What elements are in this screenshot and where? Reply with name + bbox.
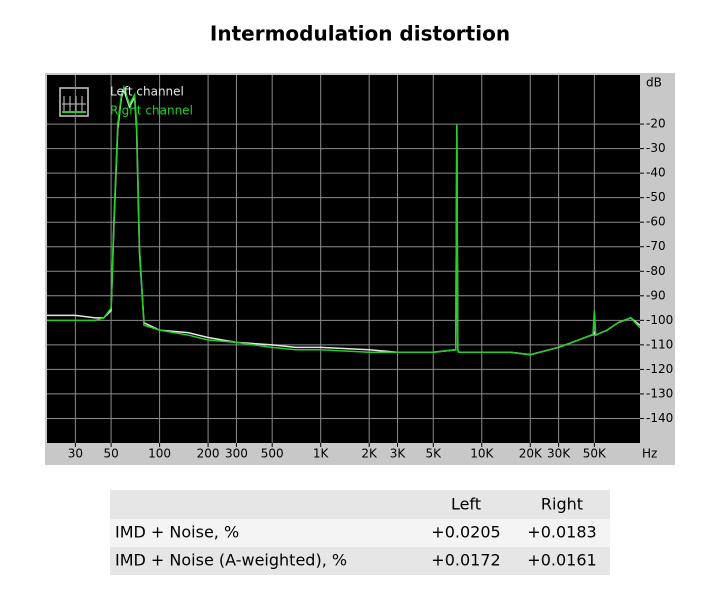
table-cell: +0.0161 <box>527 551 596 570</box>
y-tick-label: -40 <box>646 166 666 180</box>
table-cell: +0.0205 <box>431 523 500 542</box>
x-tick-label: 1K <box>313 447 330 461</box>
x-tick-label: 5K <box>426 447 443 461</box>
table-header: Left <box>451 495 481 514</box>
x-tick-label: 50 <box>103 447 118 461</box>
x-tick-label: 2K <box>361 447 378 461</box>
chart-title: Intermodulation distortion <box>210 22 510 46</box>
y-tick-label: -70 <box>646 239 666 253</box>
table-cell: +0.0172 <box>431 551 500 570</box>
table-row-bg <box>110 519 610 547</box>
x-tick-label: 300 <box>225 447 248 461</box>
table-header: Right <box>541 495 583 514</box>
x-tick-label: 20K <box>519 447 543 461</box>
table-row-bg <box>110 547 610 575</box>
y-tick-label: -130 <box>646 386 673 400</box>
y-axis-unit: dB <box>646 76 662 90</box>
row-label: IMD + Noise, % <box>115 523 239 542</box>
legend-label: Left channel <box>110 85 184 99</box>
y-tick-label: -110 <box>646 337 673 351</box>
y-tick-label: -100 <box>646 313 673 327</box>
x-tick-label: 200 <box>197 447 220 461</box>
y-tick-label: -50 <box>646 190 666 204</box>
legend-icon <box>59 87 89 117</box>
series-lines <box>47 84 640 356</box>
table-header-bg <box>110 490 610 519</box>
x-tick-label: 3K <box>390 447 407 461</box>
plot-area <box>47 75 640 443</box>
y-tick-label: -20 <box>646 117 666 131</box>
x-tick-label: 500 <box>261 447 284 461</box>
x-tick-label: 100 <box>148 447 171 461</box>
y-tick-label: -120 <box>646 362 673 376</box>
y-tick-label: -60 <box>646 215 666 229</box>
x-tick-label: 30 <box>68 447 83 461</box>
y-tick-label: -80 <box>646 264 666 278</box>
y-tick-label: -140 <box>646 411 673 425</box>
y-tick-label: -90 <box>646 288 666 302</box>
x-axis-unit: Hz <box>642 447 657 461</box>
legend-label: Right channel <box>110 104 193 118</box>
series-line <box>47 84 640 356</box>
row-label: IMD + Noise (A-weighted), % <box>115 551 347 570</box>
x-tick-label: 10K <box>470 447 494 461</box>
x-tick-label: 30K <box>547 447 571 461</box>
x-tick-label: 50K <box>583 447 607 461</box>
table-cell: +0.0183 <box>527 523 596 542</box>
grid <box>47 75 640 443</box>
y-tick-label: -30 <box>646 141 666 155</box>
